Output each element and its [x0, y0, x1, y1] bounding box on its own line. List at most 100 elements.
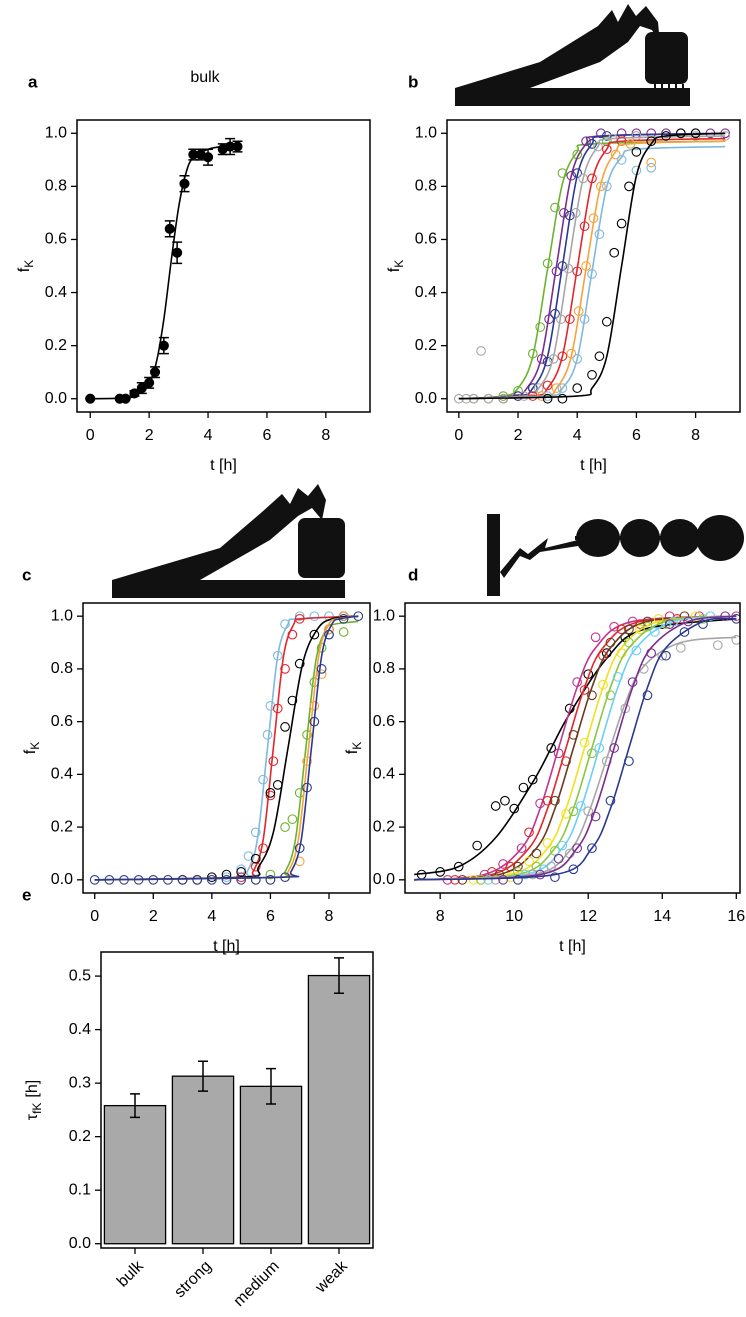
y-axis-label: fK [344, 742, 364, 754]
y-tick-label: 0.0 [415, 390, 437, 407]
y-axis-label-sub: fK [30, 1103, 44, 1114]
data-point [236, 867, 246, 877]
y-tick-label: 0.0 [45, 390, 67, 407]
data-point [280, 822, 290, 832]
data-point [646, 128, 657, 139]
x-tick-label: 4 [207, 908, 216, 925]
data-point [650, 627, 660, 637]
y-tick-label: 1.0 [51, 607, 73, 624]
fit-line [458, 132, 726, 400]
error-bar [130, 1093, 140, 1119]
y-axis-label-sub: K [350, 742, 364, 750]
data-point [646, 136, 657, 147]
fit-line [414, 636, 737, 881]
data-point [605, 795, 616, 806]
y-axis-label-sub: K [28, 742, 42, 750]
x-tick-label: bulk [114, 1257, 147, 1290]
y-tick-label: 0.1 [69, 1181, 91, 1198]
data-point [631, 645, 642, 656]
y-axis-label-main: f [386, 267, 403, 272]
data-point [550, 795, 560, 806]
data-point [316, 664, 327, 674]
x-tick-label: strong [171, 1258, 214, 1301]
data-point [527, 774, 538, 785]
data-point [202, 152, 214, 163]
x-tick-label: weak [312, 1257, 352, 1297]
data-point [661, 650, 671, 661]
data-point [192, 874, 203, 885]
x-tick-label: medium [231, 1258, 283, 1310]
y-axis-label: fK [16, 260, 36, 272]
data-point [594, 229, 605, 239]
y-axis-label-sub: K [22, 260, 36, 268]
fit-line [414, 615, 737, 881]
data-point [553, 853, 564, 864]
y-tick-label: 0.4 [69, 1021, 91, 1038]
data-point [542, 795, 553, 806]
data-point [557, 840, 568, 851]
y-tick-label: 1.0 [373, 607, 395, 624]
data-point [587, 369, 597, 380]
x-tick-label: 0 [86, 427, 95, 444]
plot-area [414, 611, 740, 885]
y-tick-label: 0.6 [415, 231, 437, 248]
bar [171, 1075, 235, 1245]
fit-line [458, 135, 726, 400]
data-point [609, 247, 620, 258]
data-point [550, 202, 560, 213]
data-point [601, 181, 612, 192]
data-point [309, 629, 320, 640]
x-axis-label: t [h] [210, 457, 237, 474]
fit-line [94, 615, 359, 881]
plot-area [453, 128, 731, 404]
data-point [158, 340, 169, 351]
y-tick-label: 0.4 [45, 284, 67, 301]
data-point [527, 383, 538, 393]
y-tick-label: 0.8 [51, 660, 73, 677]
data-point [265, 869, 276, 880]
data-point [516, 843, 527, 854]
x-tick-label: 16 [727, 908, 745, 925]
data-point [642, 690, 653, 701]
data-point [280, 722, 290, 732]
x-tick-label: 8 [691, 427, 700, 444]
data-point [483, 874, 494, 885]
data-point [535, 322, 546, 332]
data-point [557, 168, 568, 178]
y-tick-label: 0.4 [373, 766, 395, 783]
panel-letter: e [22, 885, 31, 904]
data-point [250, 861, 261, 872]
data-point [646, 157, 657, 168]
data-point [120, 393, 131, 404]
data-point [316, 669, 327, 680]
y-tick-label: 0.2 [415, 337, 437, 354]
data-point [653, 613, 664, 624]
fit-line [414, 615, 737, 881]
fit-line [458, 132, 726, 400]
y-tick-label: 0.2 [373, 818, 395, 835]
data-point [590, 632, 601, 643]
data-point [207, 872, 217, 883]
data-point [472, 840, 483, 851]
data-point [207, 874, 217, 885]
data-point [601, 316, 612, 327]
fit-line [414, 618, 737, 876]
data-point [572, 354, 583, 364]
y-tick-label: 1.0 [415, 124, 437, 141]
data-point [664, 619, 675, 629]
y-tick-label: 0.4 [415, 284, 437, 301]
data-point [542, 380, 553, 391]
data-point [616, 624, 627, 635]
data-point [675, 128, 686, 139]
x-tick-label: 10 [505, 908, 523, 925]
x-tick-label: 8 [321, 427, 330, 444]
data-point [177, 874, 188, 885]
data-point [513, 874, 523, 885]
y-tick-label: 0.8 [415, 178, 437, 195]
data-point [542, 393, 553, 404]
x-tick-label: 2 [149, 908, 158, 925]
data-point [258, 774, 268, 785]
fit-line [414, 615, 737, 881]
data-point [287, 629, 298, 640]
data-point [476, 346, 486, 356]
